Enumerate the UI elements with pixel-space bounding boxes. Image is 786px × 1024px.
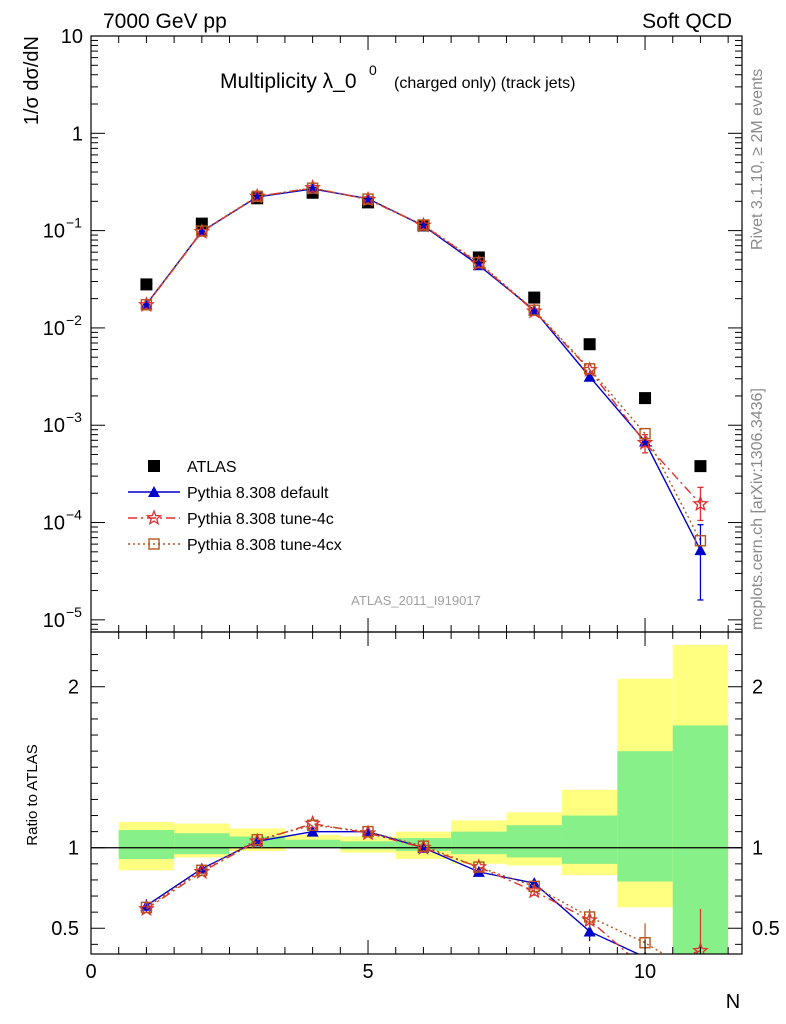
green-band-bin	[617, 751, 673, 882]
x-tick-label: 10	[634, 961, 656, 983]
data-point-3-10	[694, 535, 707, 547]
data-point-3-1	[196, 225, 208, 237]
y-tick-exponent: −2	[66, 312, 82, 328]
legend-label-0: ATLAS	[187, 459, 237, 476]
y-tick-label: 10	[43, 221, 65, 243]
source-info-label: mcplots.cern.ch [arXiv:1306.3436]	[749, 388, 766, 630]
header-energy-label: 7000 GeV pp	[103, 10, 227, 33]
green-band-bin	[340, 841, 396, 850]
plot-title-sup: 0	[369, 62, 377, 78]
legend-label-1: Pythia 8.308 default	[187, 485, 329, 502]
data-point-3-5	[417, 219, 430, 231]
ratio-point-2-4	[362, 825, 374, 838]
series-line-2	[145, 187, 701, 505]
ratio-point-2-7	[528, 880, 540, 893]
data-point-0-0	[140, 278, 153, 291]
green-band-bin	[118, 830, 175, 860]
ratio-point-2-2	[251, 833, 263, 846]
ratio-point-2-10	[695, 972, 705, 982]
ratio-y-tick-label: 0.5	[51, 918, 79, 940]
ratio-frame	[90, 631, 743, 955]
ratio-point-0-10	[694, 980, 706, 991]
legend-label-2: Pythia 8.308 tune-4c	[187, 511, 334, 528]
legend-marker-3	[148, 538, 160, 550]
ratio-point-2-8	[583, 911, 596, 923]
data-point-3-7	[528, 304, 540, 316]
legend-marker-0	[148, 460, 160, 472]
y-tick-exponent: −1	[66, 215, 82, 231]
data-point-3-0	[140, 299, 153, 311]
ratio-point-0-8	[583, 925, 596, 937]
ratio-point-0-0	[140, 899, 153, 911]
main-error-bars	[642, 434, 704, 601]
data-point-0-8	[583, 338, 596, 351]
rivet-info-label: Rivet 3.1.10, ≥ 2M events	[749, 69, 766, 250]
main-markers	[138, 179, 709, 556]
ratio-y-tick-label: 1	[68, 838, 79, 860]
legend-label-3: Pythia 8.308 tune-4cx	[187, 537, 342, 554]
ratio-point-0-3	[306, 825, 319, 837]
analysis-watermark: ATLAS_2011_I919017	[351, 593, 481, 608]
x-tick-label: 5	[362, 961, 373, 983]
green-band-bin	[451, 831, 507, 855]
data-point-3-3	[306, 182, 319, 194]
green-band-bin	[174, 833, 230, 855]
ratio-point-2-6	[473, 861, 485, 873]
ratio-point-2-1	[196, 864, 208, 876]
data-point-1-8	[583, 370, 596, 382]
green-band-bin	[284, 839, 341, 848]
data-point-2-10	[692, 495, 709, 512]
y-tick-exponent: −3	[66, 409, 82, 425]
legend-marker-1	[148, 486, 160, 497]
data-point-3-6	[473, 256, 485, 269]
y-tick-label: 10	[43, 610, 65, 632]
legend: ATLAS Pythia 8.308 default Pythia 8.308 tu…	[128, 459, 342, 554]
green-band-bin	[561, 815, 618, 864]
y-tick-label: 1	[72, 123, 83, 145]
green-band-bin	[506, 825, 562, 858]
y-tick-exponent: −4	[66, 507, 82, 523]
plot-title-main: Multiplicity λ_0	[220, 70, 357, 93]
y-tick-label: 10	[61, 26, 83, 48]
ratio-line-1	[146, 822, 701, 954]
ratio-point-2-3	[306, 819, 319, 831]
ratio-panel: 0.5 0.5 1 1 2 2 0 5 10 Ratio to ATLAS N	[24, 631, 780, 1013]
data-point-3-2	[251, 190, 263, 203]
ratio-line-2	[146, 824, 665, 954]
ratio-y-axis-label: Ratio to ATLAS	[24, 744, 41, 845]
data-point-3-4	[362, 193, 374, 205]
ratio-axes: 0.5 0.5 1 1 2 2 0 5 10	[51, 631, 780, 983]
data-point-0-9	[639, 392, 652, 405]
y-tick-exponent: −5	[66, 604, 82, 620]
plot-title-sub: (charged only) (track jets)	[394, 75, 575, 92]
ratio-y-tick-label-right: 1	[752, 838, 763, 860]
ratio-uncertainty-bands	[91, 644, 742, 954]
y-tick-label: 10	[43, 513, 65, 535]
data-point-2-9	[636, 433, 654, 450]
y-tick-label: 10	[43, 415, 65, 437]
ratio-y-tick-label: 2	[68, 677, 79, 699]
ratio-point-0-1	[195, 862, 208, 874]
data-point-0-10	[694, 460, 707, 473]
ratio-y-tick-label-right: 0.5	[752, 918, 780, 940]
data-point-0-7	[528, 291, 541, 304]
main-y-axis-label: 1/σ dσ/dN	[21, 36, 43, 125]
ratio-point-2-0	[140, 901, 153, 914]
x-tick-label: 0	[85, 961, 96, 983]
data-point-1-10	[694, 544, 707, 556]
x-axis-label: N	[726, 991, 740, 1013]
header-category-label: Soft QCD	[642, 10, 732, 33]
legend-marker-2	[145, 509, 163, 526]
ratio-point-2-5	[417, 840, 430, 852]
data-point-3-8	[583, 363, 596, 375]
y-tick-label: 10	[43, 318, 65, 340]
ratio-y-tick-label-right: 2	[752, 677, 763, 699]
data-point-3-9	[639, 427, 651, 440]
